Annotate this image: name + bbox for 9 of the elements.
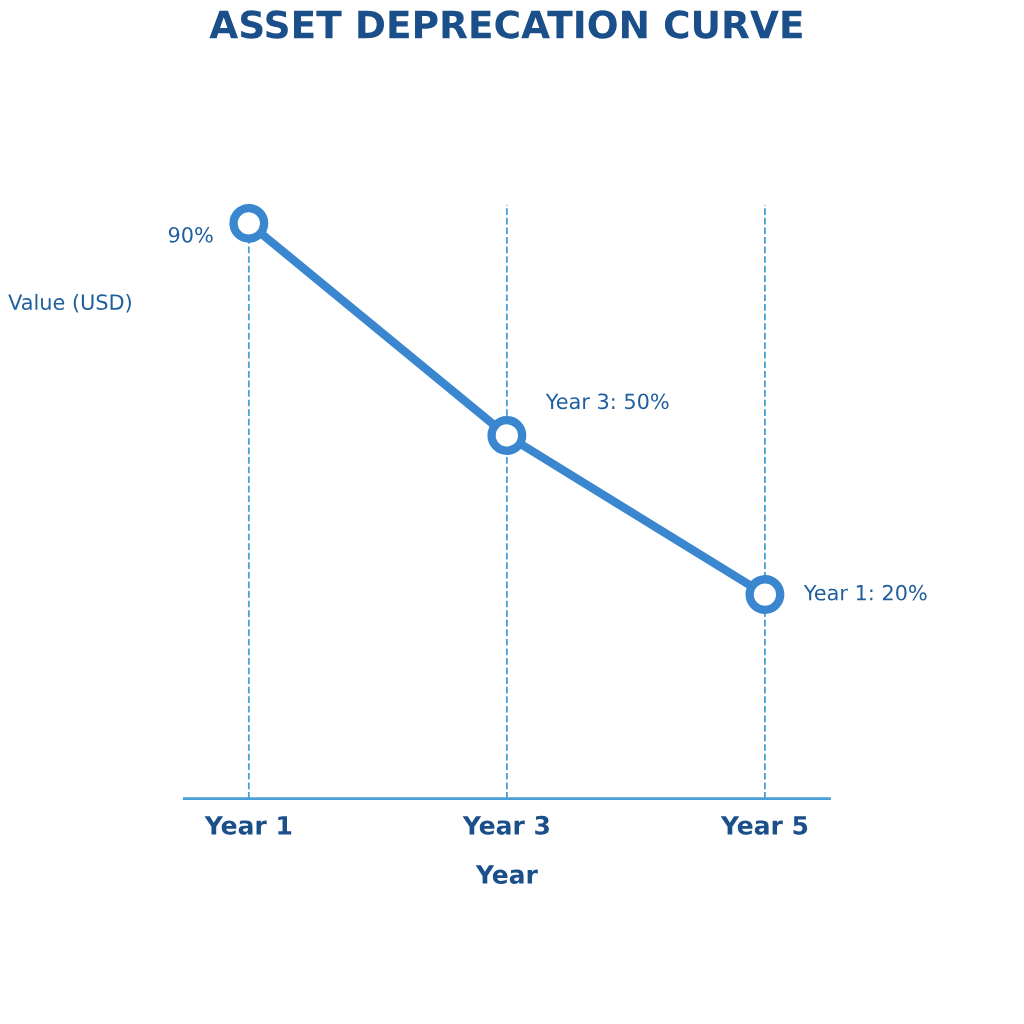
y-axis-title: Value (USD) [8, 293, 131, 313]
x-tick-label: Year 3 [462, 815, 549, 835]
x-tick-label: Year 5 [720, 816, 808, 835]
x-axis-title: Year [475, 865, 538, 884]
x-tick-label: Year 1 [204, 816, 292, 835]
chart-title: ASSET DEPRECATION CURVE [209, 10, 802, 39]
data-label: 90% [168, 226, 213, 243]
data-label: Year 3: 50% [545, 393, 669, 410]
data-label: Year 1: 20% [803, 584, 927, 601]
